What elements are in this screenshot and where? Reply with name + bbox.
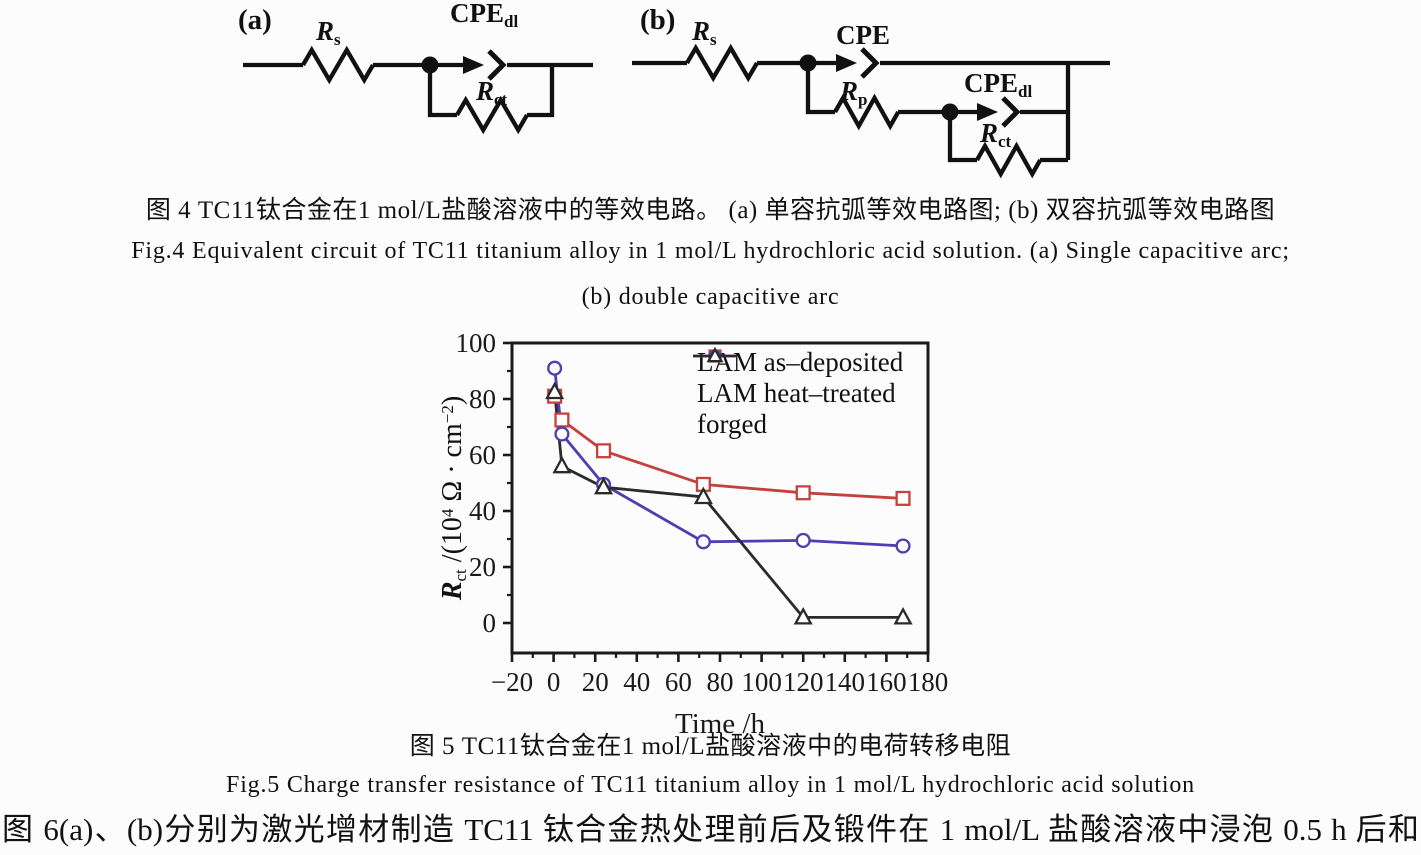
legend-item: forged xyxy=(692,347,903,440)
y-tick-label: 20 xyxy=(469,552,496,582)
cpe-arrowhead-a xyxy=(463,56,484,74)
x-tick-label: 140 xyxy=(825,667,866,697)
triangle-marker xyxy=(793,606,813,625)
circle-marker xyxy=(547,360,563,376)
resistor-rp-b xyxy=(833,93,901,131)
triangle-marker xyxy=(593,476,614,495)
fig4-caption-zh: 图 4 TC11钛合金在1 mol/L盐酸溶液中的等效电路。 (a) 单容抗弧等… xyxy=(145,197,1276,224)
legend-marker-triangle xyxy=(693,347,737,363)
body-paragraph: 图 6(a)、(b)分别为激光增材制造 TC11 钛合金热处理前后及锻件在 1 … xyxy=(2,812,1419,847)
cpe-subscript: dl xyxy=(504,12,519,31)
square-marker xyxy=(795,485,811,501)
rs-label-a: Rs xyxy=(316,16,341,49)
cpe-dl-label-b: CPEdl xyxy=(964,68,1033,101)
rct-subscript: ct xyxy=(494,90,508,109)
triangle-marker xyxy=(545,381,565,400)
circle-marker xyxy=(795,532,811,548)
cpe-arrowhead-b2 xyxy=(977,103,998,121)
y-axis-label: Rct /(104 Ω · cm−2) xyxy=(437,395,470,601)
legend-item: LAM as–deposited xyxy=(692,347,903,378)
rct-label-a: Rct xyxy=(476,76,508,109)
rp-subscript: p xyxy=(858,90,868,109)
node-b1 xyxy=(799,54,817,72)
rct-subscript: ct xyxy=(998,132,1012,151)
rs-symbol: R xyxy=(692,16,711,46)
rp-label-b: Rp xyxy=(840,76,868,109)
rct-label-b: Rct xyxy=(980,118,1012,151)
cpe-symbol: CPE xyxy=(964,68,1018,98)
circle-marker xyxy=(554,426,570,442)
rct-symbol: R xyxy=(476,76,495,106)
rct-symbol: R xyxy=(980,118,999,148)
y-tick-label: 60 xyxy=(469,440,496,470)
loop-b xyxy=(947,112,1068,179)
cpe-chevron-a xyxy=(487,49,507,81)
rct-symbol: R xyxy=(437,581,468,601)
series-line xyxy=(553,391,904,619)
circle-marker xyxy=(895,538,911,554)
cpe-arrowhead-b xyxy=(836,54,857,72)
rct-subscript: ct xyxy=(451,569,470,582)
cpe-chevron-b xyxy=(860,47,880,79)
rp-symbol: R xyxy=(840,76,859,106)
legend-label: LAM as–deposited xyxy=(697,347,904,377)
triangle-marker xyxy=(893,606,913,625)
cpe-chevron-b2 xyxy=(1001,96,1021,128)
fig4-caption-en-2: (b) double capacitive arc xyxy=(581,284,840,310)
x-tick-label: 120 xyxy=(783,667,824,697)
node-b2 xyxy=(941,103,959,121)
legend-label: LAM heat–treated xyxy=(697,378,896,408)
x-tick-label: −20 xyxy=(491,667,533,697)
branch-b-down xyxy=(805,63,835,115)
square-marker xyxy=(554,412,570,428)
x-tick-label: 160 xyxy=(866,667,907,697)
cpe-symbol: CPE xyxy=(450,0,504,28)
cpe-symbol: CPE xyxy=(836,20,890,50)
y-tick-label: 0 xyxy=(483,608,497,638)
square-marker xyxy=(595,443,612,459)
x-tick-label: 80 xyxy=(707,667,734,697)
chart-legend: LAM as–deposited LAM heat–treated forged xyxy=(692,347,903,440)
y-tick-label: 40 xyxy=(469,496,496,526)
triangle-marker xyxy=(693,486,713,505)
rs-subscript: s xyxy=(334,30,341,49)
equivalent-circuit-diagram xyxy=(243,43,1110,179)
legend-label: forged xyxy=(697,409,767,439)
resistor-rs-b xyxy=(685,43,759,83)
x-tick-label: 180 xyxy=(908,667,949,697)
rs-symbol: R xyxy=(316,16,335,46)
cpe-subscript: dl xyxy=(1018,82,1033,101)
node-a xyxy=(421,56,439,74)
x-axis-label: Time /h xyxy=(675,708,765,740)
rs-label-b: Rs xyxy=(692,16,717,49)
resistor-rs-a xyxy=(301,45,375,85)
panel-a-tag: (a) xyxy=(238,4,272,36)
fig5-caption-en: Fig.5 Charge transfer resistance of TC11… xyxy=(226,772,1195,798)
fig5-caption-zh: 图 5 TC11钛合金在1 mol/L盐酸溶液中的电荷转移电阻 xyxy=(409,733,1012,760)
cpe-dl-label-a: CPEdl xyxy=(450,0,518,30)
panel-b-tag: (b) xyxy=(640,4,676,36)
y-tick-label: 100 xyxy=(456,328,497,358)
x-tick-label: 0 xyxy=(547,667,561,697)
cpe-label-b: CPE xyxy=(836,22,890,49)
loop-a xyxy=(427,65,555,135)
triangle-marker xyxy=(552,455,572,474)
circle-marker xyxy=(695,534,711,550)
legend-item: LAM heat–treated xyxy=(692,349,903,409)
x-tick-label: 40 xyxy=(623,667,650,697)
triangle-marker xyxy=(706,347,724,363)
fig4-caption-en-1: Fig.4 Equivalent circuit of TC11 titaniu… xyxy=(131,238,1290,264)
x-tick-label: 20 xyxy=(582,667,609,697)
rs-subscript: s xyxy=(710,30,717,49)
square-marker xyxy=(895,490,911,506)
y-tick-label: 80 xyxy=(469,384,496,414)
x-tick-label: 60 xyxy=(665,667,692,697)
x-tick-label: 100 xyxy=(741,667,782,697)
